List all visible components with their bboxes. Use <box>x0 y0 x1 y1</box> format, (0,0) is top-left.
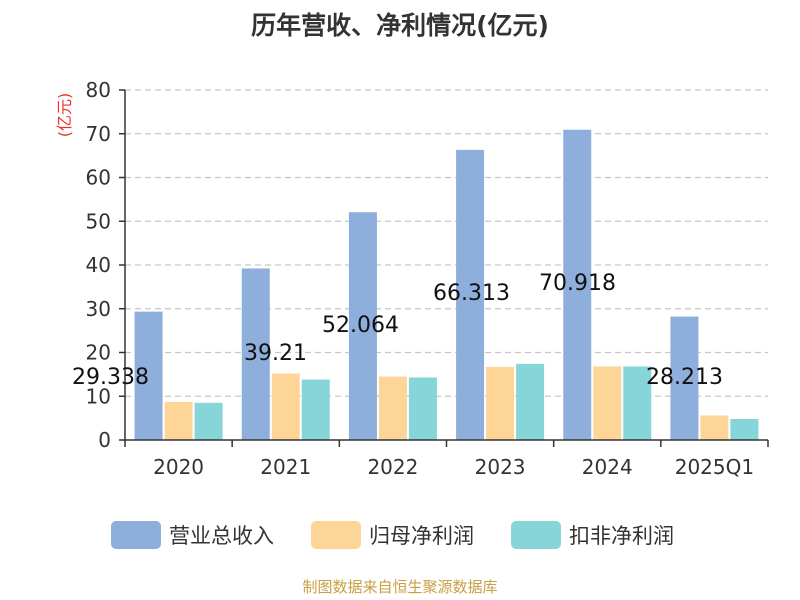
bar <box>241 268 270 440</box>
y-tick-label: 20 <box>86 341 111 365</box>
y-tick-label: 0 <box>98 428 111 452</box>
grid-lines <box>125 89 768 397</box>
data-labels: 29.338 39.21 52.064 66.313 70.918 28.213 <box>72 271 723 390</box>
bar <box>593 366 622 440</box>
data-label: 66.313 <box>433 281 510 306</box>
x-tick-label: 2021 <box>260 455 311 479</box>
data-label: 28.213 <box>646 365 723 390</box>
bars <box>134 129 759 441</box>
y-tick-label: 40 <box>86 253 111 277</box>
x-tick-label: 2022 <box>367 455 418 479</box>
bar <box>563 129 592 440</box>
x-tick-label: 2025Q1 <box>675 455 754 479</box>
source-note: 制图数据来自恒生聚源数据库 <box>302 578 498 596</box>
y-tick-label: 50 <box>86 209 111 233</box>
y-tick-label: 60 <box>86 166 111 190</box>
legend-label: 营业总收入 <box>169 524 274 548</box>
bar <box>670 316 699 440</box>
x-tick-label: 2020 <box>153 455 204 479</box>
legend-swatch <box>311 521 361 549</box>
legend-label: 归母净利润 <box>369 524 474 548</box>
bar <box>486 366 515 440</box>
y-tick-label: 70 <box>86 122 111 146</box>
y-tick-label: 30 <box>86 297 111 321</box>
legend: 营业总收入 归母净利润 扣非净利润 <box>111 521 674 549</box>
bar <box>456 149 485 441</box>
data-label: 39.21 <box>244 341 307 366</box>
chart-title: 历年营收、净利情况(亿元) <box>251 11 549 40</box>
bar <box>516 363 545 440</box>
bar <box>301 379 330 440</box>
data-label: 52.064 <box>322 313 399 338</box>
bar <box>700 415 729 440</box>
legend-swatch <box>111 521 161 549</box>
axes: 0 10 20 30 40 50 60 70 80 2020 2021 2022 2023 2024 202… <box>86 78 769 479</box>
bar <box>623 366 652 440</box>
bar <box>194 402 223 440</box>
data-label: 29.338 <box>72 365 149 390</box>
bar <box>348 212 377 440</box>
bar <box>730 419 759 440</box>
legend-swatch <box>511 521 561 549</box>
y-axis-label: (亿元) <box>55 93 74 138</box>
data-label: 70.918 <box>539 271 616 296</box>
bar <box>378 376 407 440</box>
y-tick-label: 80 <box>86 78 111 102</box>
bar <box>134 311 163 440</box>
x-tick-label: 2023 <box>475 455 526 479</box>
bar <box>164 401 193 440</box>
y-tick-label: 10 <box>86 384 111 408</box>
x-tick-label: 2024 <box>582 455 633 479</box>
bar <box>408 377 437 440</box>
legend-label: 扣非净利润 <box>569 524 674 548</box>
bar <box>271 373 300 440</box>
